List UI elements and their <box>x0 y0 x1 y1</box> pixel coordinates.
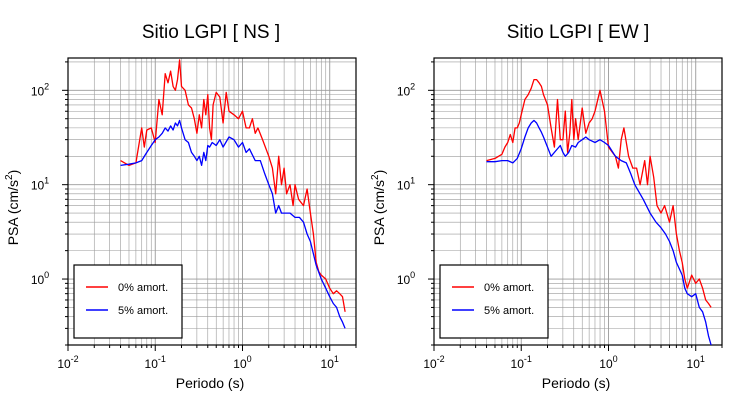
y-axis-label: PSA (cm/s2) <box>4 170 21 246</box>
y-tick-label: 102 <box>397 81 415 98</box>
y-tick-label: 101 <box>397 176 415 193</box>
x-tick-label: 10-2 <box>423 354 444 371</box>
chart-title: Sitio LGPI [ EW ] <box>507 22 650 43</box>
x-tick-label: 101 <box>321 354 339 371</box>
chart-title: Sitio LGPI [ NS ] <box>142 22 280 43</box>
legend-label-1: 0% amort. <box>118 282 168 294</box>
series-line-2 <box>486 119 712 346</box>
plot-frame <box>67 57 357 346</box>
series-line-1 <box>120 59 346 312</box>
x-tick-label: 10-2 <box>57 354 78 371</box>
y-tick-label: 100 <box>31 270 49 287</box>
chart-panel-2: Sitio LGPI [ EW ] 10-2 10-1 100 101 100 101 102… <box>370 22 723 391</box>
y-axis-label: PSA (cm/s2) <box>370 170 387 246</box>
x-tick-label: 10-1 <box>145 354 166 371</box>
x-tick-label: 100 <box>599 354 617 371</box>
x-tick-label: 101 <box>687 354 705 371</box>
x-tick-label: 100 <box>233 354 251 371</box>
legend-label-1: 0% amort. <box>484 282 534 294</box>
legend: 0% amort. 5% amort. <box>73 264 183 339</box>
chart-panel-1: Sitio LGPI [ NS ] 10-2 10-1 100 101 100 101 102… <box>4 22 357 391</box>
series-line-1 <box>486 78 712 308</box>
legend-box <box>73 264 183 339</box>
x-tick-label: 10-1 <box>511 354 532 371</box>
x-axis-label: Periodo (s) <box>176 375 244 391</box>
grid <box>67 58 357 346</box>
legend: 0% amort. 5% amort. <box>439 264 549 339</box>
legend-label-2: 5% amort. <box>118 305 168 317</box>
x-axis-label: Periodo (s) <box>542 375 610 391</box>
y-tick-label: 102 <box>31 81 49 98</box>
axis-ticks <box>428 61 723 351</box>
y-tick-label: 100 <box>397 270 415 287</box>
axis-ticks <box>62 61 357 351</box>
y-tick-label: 101 <box>31 176 49 193</box>
series-line-2 <box>120 119 346 329</box>
legend-box <box>439 264 549 339</box>
plot-frame <box>433 57 723 346</box>
legend-label-2: 5% amort. <box>484 305 534 317</box>
